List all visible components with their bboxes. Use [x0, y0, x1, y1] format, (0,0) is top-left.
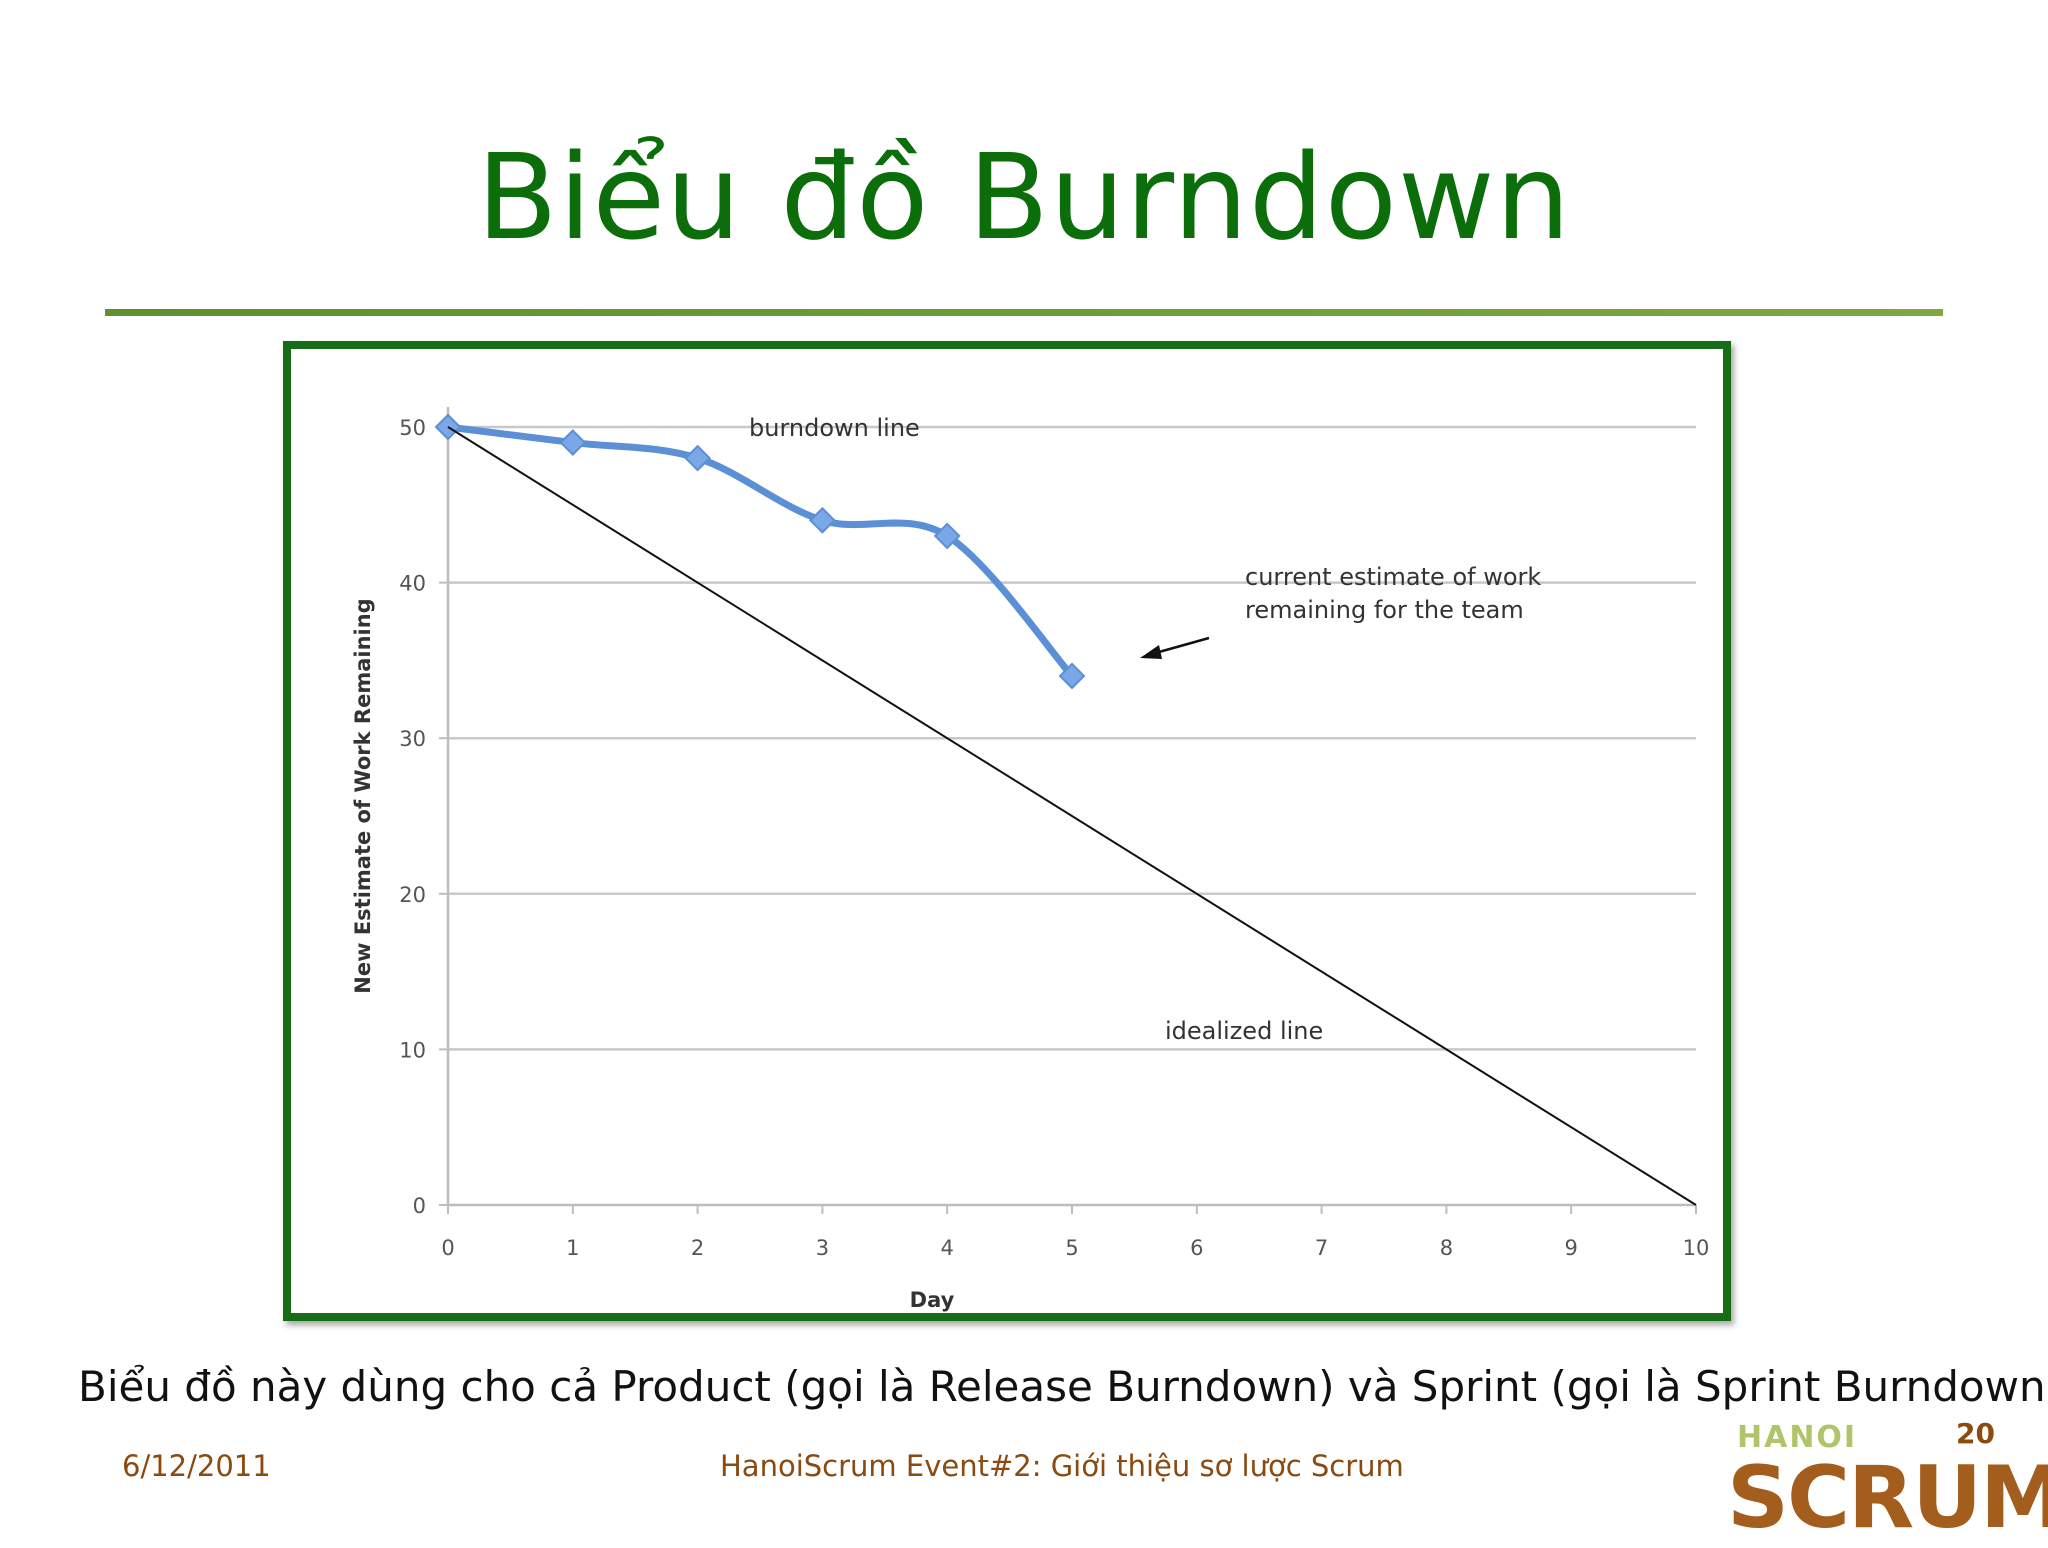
hanoiscrum-logo: HANOI SCRUM: [1725, 1418, 2048, 1548]
annotation-burndown-line: burndown line: [749, 414, 920, 442]
y-tick-label-0: 0: [413, 1194, 426, 1218]
grid-lines: [448, 425, 1696, 1051]
burndown-point-day-1: [559, 429, 587, 456]
x-tick-label-2: 2: [691, 1236, 704, 1260]
x-tick-label-3: 3: [816, 1236, 829, 1260]
annotation-arrow: [1140, 636, 1210, 659]
x-tick-label-5: 5: [1065, 1236, 1078, 1260]
x-tick-label-1: 1: [566, 1236, 579, 1260]
slide-caption: Biểu đồ này dùng cho cả Product (gọi là …: [78, 1362, 2048, 1411]
logo-main-text: SCRUM: [1727, 1448, 2048, 1548]
y-tick-label-40: 40: [399, 572, 426, 596]
burndown-chart-frame: 0 10 20 30 40 50 0 1 2 3 4 5 6 7 8 9 10 burndown line cu…: [283, 341, 1731, 1321]
series: [434, 413, 1697, 1206]
x-tick-label-4: 4: [941, 1236, 954, 1260]
annotation-idealized-line: idealized line: [1165, 1017, 1323, 1045]
logo-top-text: HANOI: [1737, 1420, 1858, 1455]
idealized-series-line: [447, 426, 1697, 1206]
annotation-current-estimate-line1: current estimate of work: [1245, 563, 1541, 591]
title-divider: [105, 309, 1943, 316]
x-axis-title: Day: [910, 1288, 955, 1312]
burndown-chart: 0 10 20 30 40 50 0 1 2 3 4 5 6 7 8 9 10 burndown line cu…: [351, 407, 1709, 1312]
x-tick-label-8: 8: [1440, 1236, 1453, 1260]
y-tick-label-50: 50: [399, 416, 426, 440]
y-tick-label-10: 10: [399, 1038, 426, 1062]
page-number: 20: [1956, 1417, 1995, 1450]
x-tick-label-0: 0: [441, 1236, 454, 1260]
x-tick-label-6: 6: [1190, 1236, 1203, 1260]
x-tick-label-9: 9: [1565, 1236, 1578, 1260]
annotation-current-estimate-line2: remaining for the team: [1245, 596, 1524, 624]
x-tick-label-7: 7: [1315, 1236, 1328, 1260]
tick-labels: 0 10 20 30 40 50 0 1 2 3 4 5 6 7 8 9 10: [399, 416, 1709, 1260]
burndown-point-day-4: [933, 522, 961, 550]
annotations: burndown line current estimate of work r…: [749, 414, 1541, 1045]
footer-date: 6/12/2011: [122, 1449, 271, 1483]
burndown-point-day-5: [1058, 662, 1086, 690]
x-tick-label-10: 10: [1683, 1236, 1710, 1260]
burndown-point-day-3: [808, 506, 836, 534]
axes: [439, 407, 1697, 1214]
footer-event-title: HanoiScrum Event#2: Giới thiệu sơ lược S…: [720, 1449, 1404, 1483]
burndown-point-day-2: [684, 444, 712, 472]
y-axis-title: New Estimate of Work Remaining: [351, 598, 375, 993]
slide-title: Biểu đồ Burndown: [476, 128, 1572, 266]
burndown-series-line: [444, 423, 1076, 680]
y-tick-label-30: 30: [399, 727, 426, 751]
y-tick-label-20: 20: [399, 883, 426, 907]
